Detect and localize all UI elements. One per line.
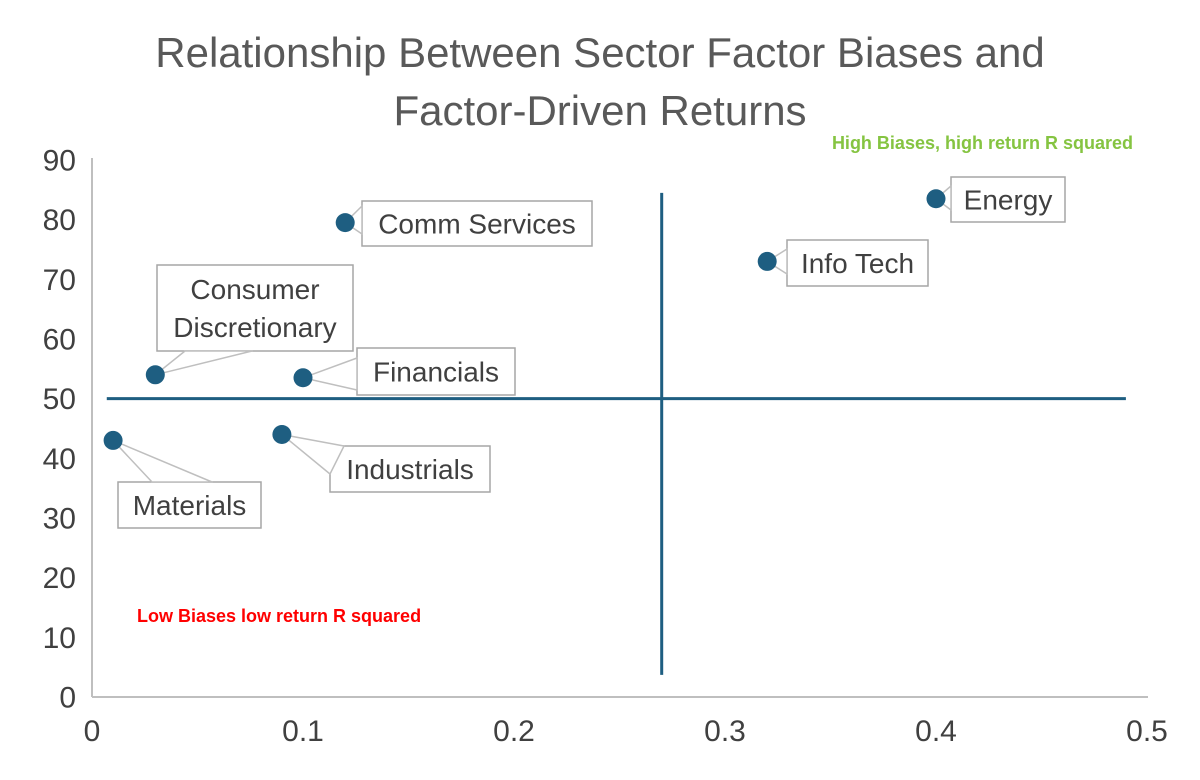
- data-point-comm-services: [335, 213, 355, 233]
- data-point-consumer-discretionary: [145, 365, 165, 385]
- callout-info-tech: Info Tech: [766, 239, 929, 287]
- y-tick-label-50: 50: [43, 383, 76, 416]
- chart-title-line1: Relationship Between Sector Factor Biase…: [155, 29, 1045, 76]
- callout-tail-financials: [302, 357, 358, 391]
- callout-label-financials: Financials: [373, 356, 499, 387]
- callout-label-materials: Materials: [133, 490, 247, 521]
- callout-consumer-discretionary: Consumer Discretionary: [154, 264, 354, 376]
- chart-title-line2: Factor-Driven Returns: [393, 86, 807, 134]
- annotation-low-biases: Low Biases low return R squared: [137, 606, 422, 626]
- callout-label-consumer-discretionary: Consumer: [190, 274, 319, 305]
- callout-box-industrials: [329, 445, 491, 493]
- callout-label-consumer-discretionary: Discretionary: [173, 312, 336, 343]
- callout-box-comm-services: [361, 200, 593, 247]
- callout-box-consumer-discretionary: [156, 264, 354, 352]
- callout-energy: Energy: [935, 176, 1066, 223]
- data-point-materials: [103, 430, 123, 450]
- y-tick-label-90: 90: [43, 144, 76, 177]
- chart-title: Relationship Between Sector Factor Biase…: [0, 24, 1200, 140]
- annotation-high-biases: High Biases, high return R squared: [831, 133, 1133, 153]
- y-tick-label-70: 70: [43, 264, 76, 297]
- callout-box-energy: [950, 176, 1066, 223]
- callout-label-industrials: Industrials: [346, 454, 474, 485]
- x-tick-label-0.3: 0.3: [704, 715, 746, 748]
- y-tick-label-60: 60: [43, 323, 76, 356]
- callout-comm-services: Comm Services: [344, 200, 593, 247]
- callout-label-energy: Energy: [964, 184, 1053, 215]
- data-point-industrials: [272, 424, 292, 444]
- data-point-financials: [293, 368, 313, 388]
- callout-tail-consumer-discretionary: [154, 350, 253, 376]
- callout-tail-materials: [112, 439, 213, 483]
- callout-financials: Financials: [302, 347, 516, 396]
- callout-label-info-tech: Info Tech: [801, 248, 914, 279]
- callout-industrials: Industrials: [281, 433, 491, 493]
- x-tick-label-0.1: 0.1: [282, 715, 324, 748]
- x-tick-label-0.4: 0.4: [915, 715, 957, 748]
- callout-materials: Materials: [112, 439, 262, 529]
- callout-tail-industrials: [281, 433, 345, 475]
- data-point-energy: [926, 189, 946, 209]
- x-tick-label-0.5: 0.5: [1126, 715, 1168, 748]
- x-tick-label-0: 0: [84, 715, 101, 748]
- y-tick-label-40: 40: [43, 443, 76, 476]
- y-tick-label-0: 0: [59, 682, 76, 715]
- y-tick-label-20: 20: [43, 562, 76, 595]
- y-tick-label-10: 10: [43, 622, 76, 655]
- callout-box-financials: [356, 347, 516, 396]
- callout-label-comm-services: Comm Services: [378, 208, 576, 239]
- y-tick-label-30: 30: [43, 502, 76, 535]
- callout-tail-info-tech: [766, 248, 788, 275]
- y-tick-label-80: 80: [43, 204, 76, 237]
- x-tick-label-0.2: 0.2: [493, 715, 535, 748]
- data-point-info-tech: [757, 251, 777, 271]
- callout-box-info-tech: [786, 239, 929, 287]
